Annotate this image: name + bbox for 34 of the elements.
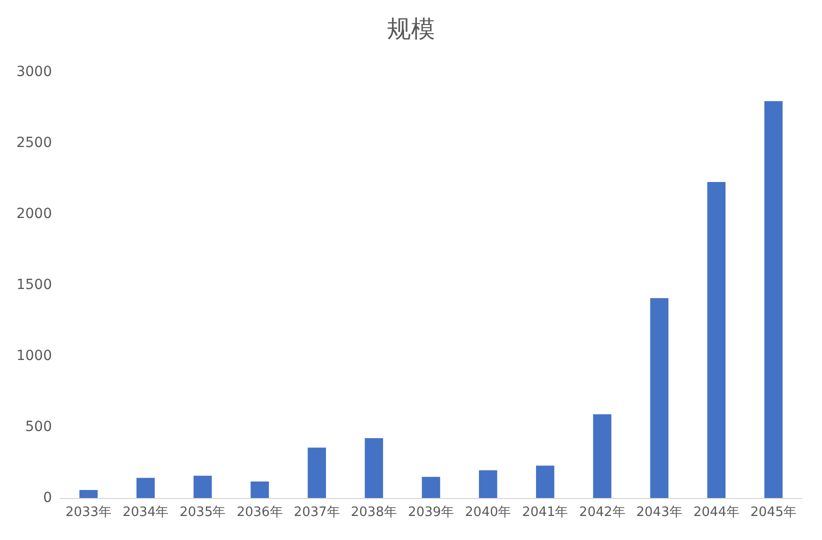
x-tick-label: 2034年 xyxy=(122,505,169,520)
x-tick-label: 2038年 xyxy=(350,505,397,520)
x-tick-label: 2042年 xyxy=(579,505,626,520)
y-tick-label: 2000 xyxy=(16,206,52,222)
bar xyxy=(650,298,668,498)
x-tick-label: 2044年 xyxy=(693,505,740,520)
bar xyxy=(478,470,498,498)
x-tick-label: 2035年 xyxy=(180,505,226,520)
bar xyxy=(308,448,326,498)
bar xyxy=(422,476,440,498)
x-tick-label: 2036年 xyxy=(236,505,283,520)
bar xyxy=(364,438,384,498)
y-tick-label: 0 xyxy=(43,490,52,506)
x-tick-label: 2033年 xyxy=(65,505,112,520)
bar xyxy=(194,476,212,498)
y-tick-label: 2500 xyxy=(16,135,52,151)
bar xyxy=(536,466,554,498)
x-tick-label: 2037年 xyxy=(294,505,340,520)
y-tick-label: 500 xyxy=(25,419,52,435)
bar xyxy=(593,414,612,498)
chart-title: 规模 xyxy=(387,15,435,43)
bar xyxy=(136,478,155,498)
x-tick-label: 2045年 xyxy=(750,505,797,520)
x-tick-label: 2039年 xyxy=(408,505,454,520)
bar xyxy=(250,482,269,498)
y-tick-label: 3000 xyxy=(16,64,52,80)
y-tick-label: 1500 xyxy=(16,277,52,293)
y-tick-label: 1000 xyxy=(16,348,52,364)
x-tick-label: 2043年 xyxy=(636,505,682,520)
x-tick-label: 2040年 xyxy=(465,505,512,520)
bar xyxy=(79,490,98,498)
bar xyxy=(707,182,726,498)
x-tick-label: 2041年 xyxy=(522,505,568,520)
bar xyxy=(764,101,783,498)
